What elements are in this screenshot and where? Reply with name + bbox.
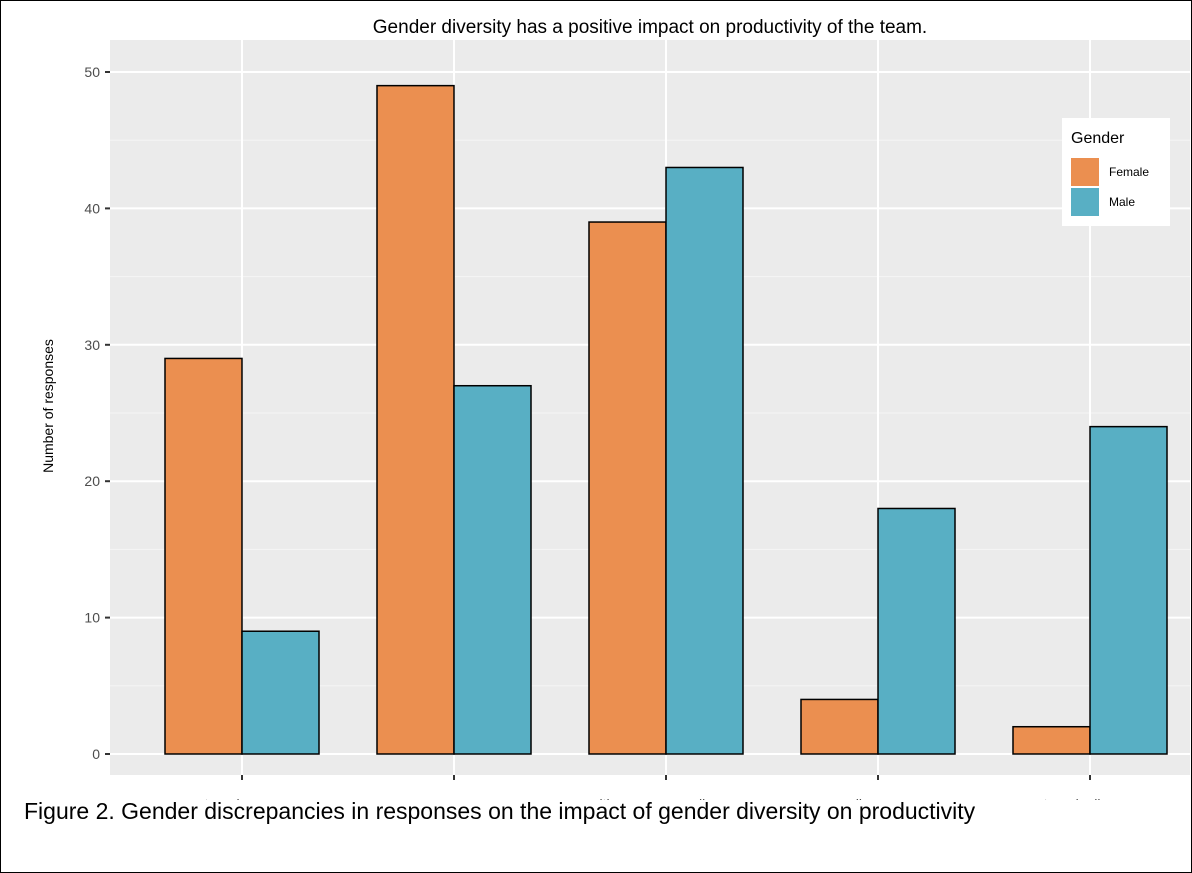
bar-chart: 0 10 20 30 40 50 strongly agree agree neither a… [40,17,1190,800]
bar-female-3 [800,698,879,755]
bar-female-4 [1012,725,1091,755]
legend-title: Gender [1071,130,1125,147]
x-tick-label: strongly agree [198,796,287,800]
legend-key-male [1071,188,1099,216]
y-tick-label: 40 [84,200,100,216]
y-tick-label: 0 [92,746,100,762]
x-tick-label: agree [436,796,472,800]
y-tick-label: 50 [84,64,100,80]
bars [164,84,1168,755]
bar-male-0 [241,630,320,755]
x-axis: strongly agree agree neither agree nor dis… [198,775,1144,800]
legend-label-male: Male [1109,195,1135,209]
legend: Gender Female Male [1062,118,1170,226]
bar-male-4 [1089,425,1168,755]
y-tick-label: 10 [84,610,100,626]
x-tick-label: neither agree nor disagree [584,796,748,800]
chart-title: Gender diversity has a positive impact o… [373,17,927,38]
bar-male-2 [665,166,744,755]
y-axis-label: Number of responses [40,339,56,473]
bar-male-3 [877,507,956,755]
x-tick-label: disagree [851,796,905,800]
legend-label-female: Female [1109,165,1149,179]
x-tick-label: strongly disagree [1037,796,1144,800]
y-tick-label: 30 [84,337,100,353]
bar-female-1 [376,84,455,755]
bar-female-0 [164,357,243,755]
y-axis: 0 10 20 30 40 50 [84,64,110,762]
bar-male-1 [453,384,532,755]
legend-key-female [1071,158,1099,186]
y-tick-label: 20 [84,473,100,489]
bar-female-2 [588,221,667,755]
figure-caption: Figure 2. Gender discrepancies in respon… [24,798,976,824]
